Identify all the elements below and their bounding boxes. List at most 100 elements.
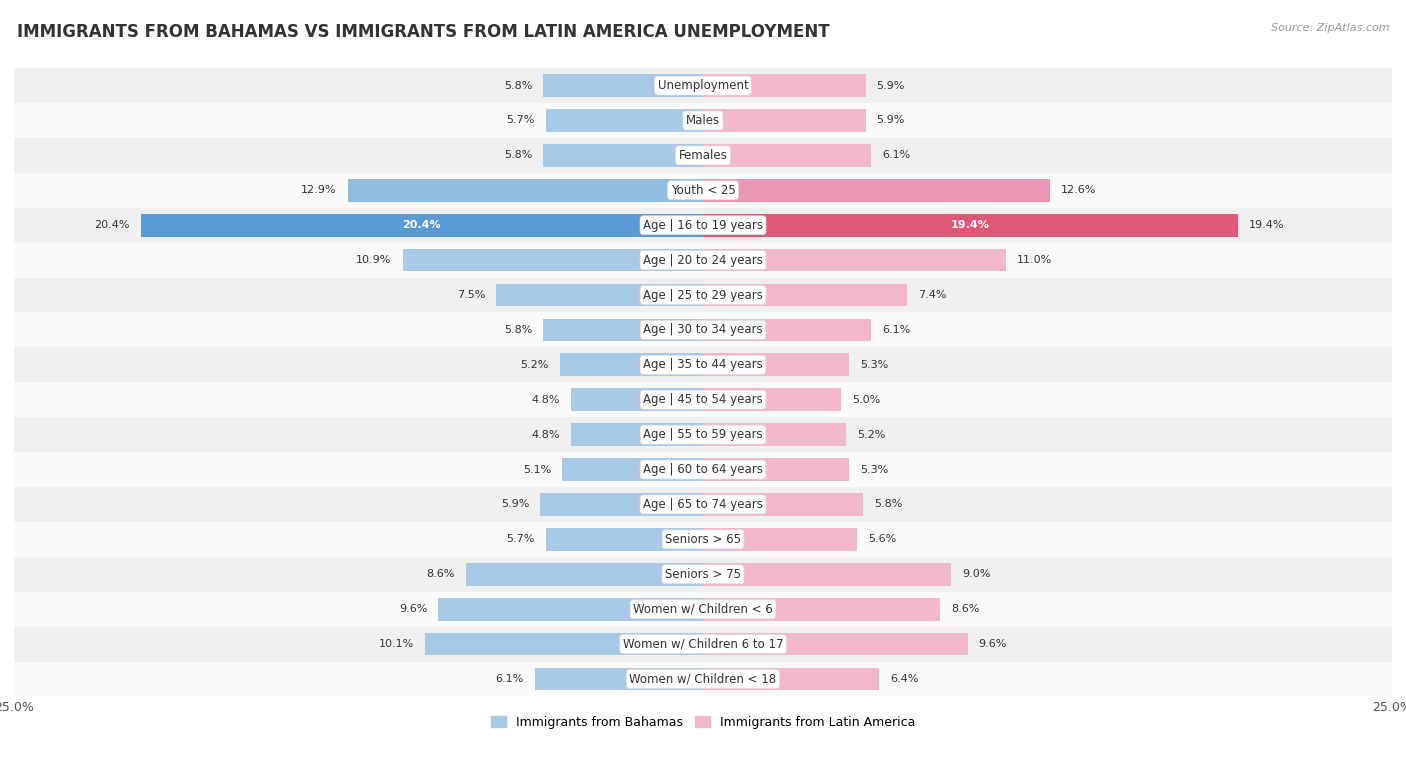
Text: Seniors > 65: Seniors > 65 <box>665 533 741 546</box>
Text: 6.1%: 6.1% <box>496 674 524 684</box>
Text: Age | 35 to 44 years: Age | 35 to 44 years <box>643 358 763 372</box>
Text: Age | 20 to 24 years: Age | 20 to 24 years <box>643 254 763 266</box>
Text: 8.6%: 8.6% <box>426 569 456 579</box>
Bar <box>14 417 1392 452</box>
Bar <box>496 284 703 307</box>
Text: 5.9%: 5.9% <box>876 116 905 126</box>
Bar <box>703 214 1237 236</box>
Bar <box>14 382 1392 417</box>
Bar <box>703 633 967 656</box>
Bar <box>703 249 1007 272</box>
Bar <box>546 528 703 550</box>
Text: 8.6%: 8.6% <box>950 604 980 614</box>
Bar <box>560 354 703 376</box>
Bar <box>14 243 1392 278</box>
Text: Women w/ Children < 6: Women w/ Children < 6 <box>633 603 773 615</box>
Text: 5.2%: 5.2% <box>858 430 886 440</box>
Bar <box>703 668 879 690</box>
Text: Unemployment: Unemployment <box>658 79 748 92</box>
Text: Males: Males <box>686 114 720 127</box>
Text: 20.4%: 20.4% <box>94 220 129 230</box>
Text: 5.3%: 5.3% <box>860 465 889 475</box>
Bar <box>14 662 1392 696</box>
Bar <box>14 522 1392 557</box>
Text: 10.9%: 10.9% <box>356 255 392 265</box>
Text: 4.8%: 4.8% <box>531 430 560 440</box>
Text: Seniors > 75: Seniors > 75 <box>665 568 741 581</box>
Legend: Immigrants from Bahamas, Immigrants from Latin America: Immigrants from Bahamas, Immigrants from… <box>485 711 921 734</box>
Bar <box>703 179 1050 201</box>
Text: Age | 30 to 34 years: Age | 30 to 34 years <box>643 323 763 336</box>
Bar <box>703 354 849 376</box>
Text: 6.1%: 6.1% <box>882 151 910 160</box>
Text: Age | 55 to 59 years: Age | 55 to 59 years <box>643 428 763 441</box>
Text: 5.9%: 5.9% <box>501 500 530 509</box>
Bar <box>14 103 1392 138</box>
Text: 9.6%: 9.6% <box>399 604 427 614</box>
Bar <box>562 458 703 481</box>
Text: Age | 16 to 19 years: Age | 16 to 19 years <box>643 219 763 232</box>
Bar <box>703 144 872 167</box>
Bar <box>703 284 907 307</box>
Text: 4.8%: 4.8% <box>531 394 560 405</box>
Text: 19.4%: 19.4% <box>1249 220 1284 230</box>
Bar <box>703 74 866 97</box>
Bar <box>703 598 941 621</box>
Bar <box>703 493 863 516</box>
Bar <box>14 627 1392 662</box>
Bar <box>347 179 703 201</box>
Bar <box>540 493 703 516</box>
Bar <box>571 388 703 411</box>
Bar <box>425 633 703 656</box>
Text: Women w/ Children 6 to 17: Women w/ Children 6 to 17 <box>623 637 783 650</box>
Bar <box>14 173 1392 207</box>
Text: 19.4%: 19.4% <box>950 220 990 230</box>
Text: 7.4%: 7.4% <box>918 290 946 300</box>
Bar <box>14 487 1392 522</box>
Text: 6.4%: 6.4% <box>890 674 918 684</box>
Bar <box>703 109 866 132</box>
Text: Age | 65 to 74 years: Age | 65 to 74 years <box>643 498 763 511</box>
Bar <box>439 598 703 621</box>
Bar <box>14 347 1392 382</box>
Text: Age | 45 to 54 years: Age | 45 to 54 years <box>643 393 763 407</box>
Text: 5.7%: 5.7% <box>506 116 534 126</box>
Text: Youth < 25: Youth < 25 <box>671 184 735 197</box>
Text: 10.1%: 10.1% <box>378 639 413 649</box>
Bar <box>703 423 846 446</box>
Text: 20.4%: 20.4% <box>402 220 441 230</box>
Text: 5.6%: 5.6% <box>869 534 897 544</box>
Text: 5.8%: 5.8% <box>503 80 531 91</box>
Text: 6.1%: 6.1% <box>882 325 910 335</box>
Text: 5.9%: 5.9% <box>876 80 905 91</box>
Text: Age | 60 to 64 years: Age | 60 to 64 years <box>643 463 763 476</box>
Bar <box>543 74 703 97</box>
Text: 12.9%: 12.9% <box>301 185 336 195</box>
Text: 5.3%: 5.3% <box>860 360 889 370</box>
Text: Women w/ Children < 18: Women w/ Children < 18 <box>630 672 776 686</box>
Bar <box>703 458 849 481</box>
Text: Age | 25 to 29 years: Age | 25 to 29 years <box>643 288 763 301</box>
Text: 5.2%: 5.2% <box>520 360 548 370</box>
Text: IMMIGRANTS FROM BAHAMAS VS IMMIGRANTS FROM LATIN AMERICA UNEMPLOYMENT: IMMIGRANTS FROM BAHAMAS VS IMMIGRANTS FR… <box>17 23 830 41</box>
Text: 9.0%: 9.0% <box>962 569 990 579</box>
Bar <box>534 668 703 690</box>
Text: Females: Females <box>679 149 727 162</box>
Bar <box>14 592 1392 627</box>
Bar <box>141 214 703 236</box>
Bar <box>14 138 1392 173</box>
Bar <box>14 68 1392 103</box>
Bar <box>703 528 858 550</box>
Text: 5.7%: 5.7% <box>506 534 534 544</box>
Text: 7.5%: 7.5% <box>457 290 485 300</box>
Bar <box>543 319 703 341</box>
Text: 5.8%: 5.8% <box>503 151 531 160</box>
Bar <box>14 313 1392 347</box>
Bar <box>703 563 950 586</box>
Bar <box>703 388 841 411</box>
Text: 9.6%: 9.6% <box>979 639 1007 649</box>
Bar <box>465 563 703 586</box>
Bar <box>14 207 1392 243</box>
Bar <box>14 557 1392 592</box>
Text: 5.8%: 5.8% <box>875 500 903 509</box>
